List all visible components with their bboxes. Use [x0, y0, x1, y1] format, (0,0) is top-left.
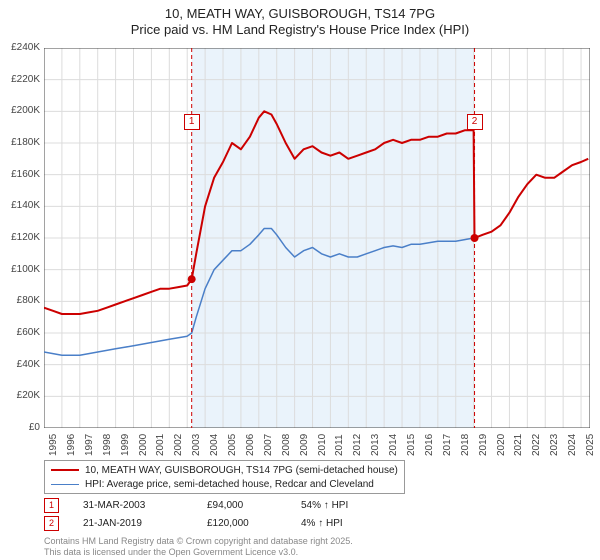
x-tick-label: 2001 [155, 434, 166, 456]
title-block: 10, MEATH WAY, GUISBOROUGH, TS14 7PG Pri… [0, 0, 600, 39]
x-tick-label: 2013 [370, 434, 381, 456]
y-tick-label: £140K [0, 200, 40, 211]
x-tick-label: 1999 [120, 434, 131, 456]
legend-label-property: 10, MEATH WAY, GUISBOROUGH, TS14 7PG (se… [85, 465, 398, 476]
y-tick-label: £160K [0, 169, 40, 180]
x-tick-label: 2000 [138, 434, 149, 456]
footer-line-1: Contains HM Land Registry data © Crown c… [44, 536, 353, 547]
x-tick-label: 2023 [549, 434, 560, 456]
x-tick-label: 2014 [388, 434, 399, 456]
x-tick-label: 2003 [191, 434, 202, 456]
y-tick-label: £240K [0, 42, 40, 53]
x-tick-label: 2020 [496, 434, 507, 456]
footer-line-2: This data is licensed under the Open Gov… [44, 547, 353, 558]
y-tick-label: £80K [0, 295, 40, 306]
sale-price-2: £120,000 [207, 518, 277, 529]
x-tick-label: 2022 [531, 434, 542, 456]
y-tick-label: £0 [0, 422, 40, 433]
title-subtitle: Price paid vs. HM Land Registry's House … [0, 22, 600, 38]
plot-area [44, 48, 590, 428]
x-tick-label: 2006 [245, 434, 256, 456]
x-tick-label: 2016 [424, 434, 435, 456]
sale-marker-2: 2 [44, 516, 59, 531]
x-tick-label: 2011 [334, 434, 345, 456]
y-tick-label: £120K [0, 232, 40, 243]
plot-svg [44, 48, 590, 428]
sale-date-2: 21-JAN-2019 [83, 518, 183, 529]
y-tick-label: £220K [0, 74, 40, 85]
sale-pct-2: 4% ↑ HPI [301, 518, 381, 529]
x-tick-label: 2015 [406, 434, 417, 456]
x-tick-label: 2009 [299, 434, 310, 456]
legend-row-hpi: HPI: Average price, semi-detached house,… [51, 477, 398, 491]
plot-marker-2: 2 [467, 114, 483, 130]
sale-pct-1: 54% ↑ HPI [301, 500, 381, 511]
sale-row-2: 2 21-JAN-2019 £120,000 4% ↑ HPI [44, 516, 381, 531]
x-tick-label: 2004 [209, 434, 220, 456]
sale-date-1: 31-MAR-2003 [83, 500, 183, 511]
legend-swatch-hpi [51, 484, 79, 485]
chart-container: 10, MEATH WAY, GUISBOROUGH, TS14 7PG Pri… [0, 0, 600, 560]
legend-swatch-property [51, 469, 79, 471]
sale-row-1: 1 31-MAR-2003 £94,000 54% ↑ HPI [44, 498, 381, 513]
legend-label-hpi: HPI: Average price, semi-detached house,… [85, 479, 374, 490]
legend-row-property: 10, MEATH WAY, GUISBOROUGH, TS14 7PG (se… [51, 463, 398, 477]
sale-marker-1: 1 [44, 498, 59, 513]
x-tick-label: 2024 [567, 434, 578, 456]
x-tick-label: 2019 [478, 434, 489, 456]
y-tick-label: £20K [0, 390, 40, 401]
legend: 10, MEATH WAY, GUISBOROUGH, TS14 7PG (se… [44, 460, 405, 494]
x-tick-label: 2002 [173, 434, 184, 456]
y-tick-label: £60K [0, 327, 40, 338]
x-tick-label: 2018 [460, 434, 471, 456]
y-tick-label: £100K [0, 264, 40, 275]
sale-price-1: £94,000 [207, 500, 277, 511]
x-tick-label: 2007 [263, 434, 274, 456]
y-tick-label: £40K [0, 359, 40, 370]
x-tick-label: 1998 [102, 434, 113, 456]
footer: Contains HM Land Registry data © Crown c… [44, 536, 353, 558]
x-tick-label: 1995 [48, 434, 59, 456]
plot-marker-1: 1 [184, 114, 200, 130]
x-tick-label: 2005 [227, 434, 238, 456]
x-tick-label: 2017 [442, 434, 453, 456]
x-tick-label: 2008 [281, 434, 292, 456]
title-address: 10, MEATH WAY, GUISBOROUGH, TS14 7PG [0, 6, 600, 22]
x-tick-label: 2012 [352, 434, 363, 456]
y-tick-label: £180K [0, 137, 40, 148]
x-tick-label: 1997 [84, 434, 95, 456]
x-tick-label: 1996 [66, 434, 77, 456]
x-tick-label: 2021 [513, 434, 524, 456]
y-tick-label: £200K [0, 105, 40, 116]
x-tick-label: 2010 [317, 434, 328, 456]
x-tick-label: 2025 [585, 434, 596, 456]
